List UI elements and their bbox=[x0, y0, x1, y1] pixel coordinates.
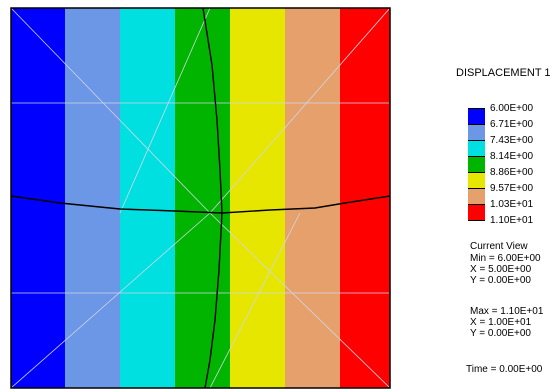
max-value: Max = 1.10E+01 bbox=[470, 306, 544, 317]
legend-swatch bbox=[468, 204, 485, 220]
legend-level: 6.00E+00 bbox=[468, 103, 555, 124]
legend-swatch bbox=[468, 124, 485, 140]
color-bands bbox=[11, 8, 390, 388]
plot-border bbox=[10, 7, 391, 389]
legend-level: 8.14E+00 bbox=[468, 151, 555, 172]
legend-title: DISPLACEMENT 1 bbox=[456, 67, 551, 79]
color-band bbox=[340, 8, 390, 388]
legend-level: 7.43E+00 bbox=[468, 135, 555, 156]
time-readout: Time = 0.00E+00 bbox=[466, 364, 543, 375]
legend-label: 1.10E+01 bbox=[490, 215, 534, 226]
legend-label: 8.86E+00 bbox=[490, 167, 534, 178]
legend-swatch bbox=[468, 108, 485, 124]
mesh-dark-lines bbox=[10, 7, 391, 389]
current-view-label: Current View bbox=[470, 241, 528, 252]
legend-swatch bbox=[468, 156, 485, 172]
color-band bbox=[230, 8, 285, 388]
color-band bbox=[120, 8, 175, 388]
legend-level: 1.10E+01 bbox=[468, 215, 555, 236]
legend-label: 7.43E+00 bbox=[490, 135, 534, 146]
legend-swatch bbox=[468, 140, 485, 156]
legend-level: 1.03E+01 bbox=[468, 199, 555, 220]
color-band bbox=[65, 8, 120, 388]
legend-label: 8.14E+00 bbox=[490, 151, 534, 162]
legend-label: 9.57E+00 bbox=[490, 183, 534, 194]
legend-level: 8.86E+00 bbox=[468, 167, 555, 188]
legend-swatch bbox=[468, 172, 485, 188]
legend-label: 1.03E+01 bbox=[490, 199, 534, 210]
color-band bbox=[285, 8, 340, 388]
contour-plot[interactable] bbox=[0, 0, 400, 389]
min-value: Min = 6.00E+00 bbox=[470, 253, 541, 264]
legend-level: 6.71E+00 bbox=[468, 119, 555, 140]
legend-top-tick bbox=[468, 220, 485, 221]
legend-level: 9.57E+00 bbox=[468, 183, 555, 204]
legend-label: 6.00E+00 bbox=[490, 103, 534, 114]
min-x: X = 5.00E+00 bbox=[470, 264, 532, 275]
min-y: Y = 0.00E+00 bbox=[470, 275, 531, 286]
mesh-light-lines bbox=[10, 7, 391, 389]
legend-label: 6.71E+00 bbox=[490, 119, 534, 130]
max-x: X = 1.00E+01 bbox=[470, 317, 532, 328]
legend-swatch bbox=[468, 188, 485, 204]
max-y: Y = 0.00E+00 bbox=[470, 328, 531, 339]
color-band bbox=[11, 8, 65, 388]
